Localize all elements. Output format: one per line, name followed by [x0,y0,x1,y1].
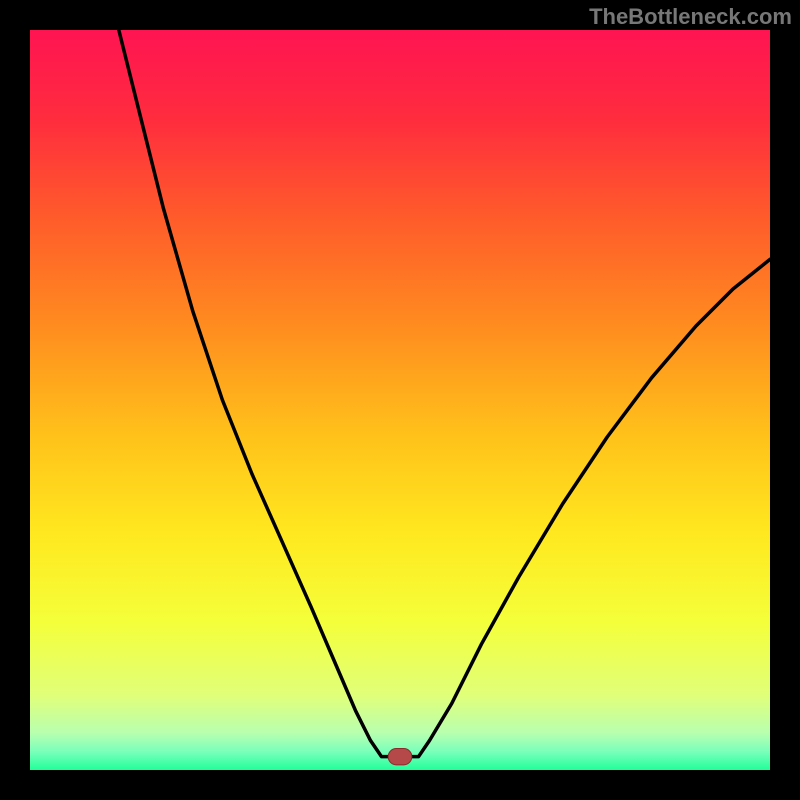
plot-area [30,30,770,770]
watermark-text: TheBottleneck.com [589,4,792,30]
optimal-marker [388,749,412,765]
chart-container: { "watermark": { "text": "TheBottleneck.… [0,0,800,800]
bottleneck-chart [0,0,800,800]
